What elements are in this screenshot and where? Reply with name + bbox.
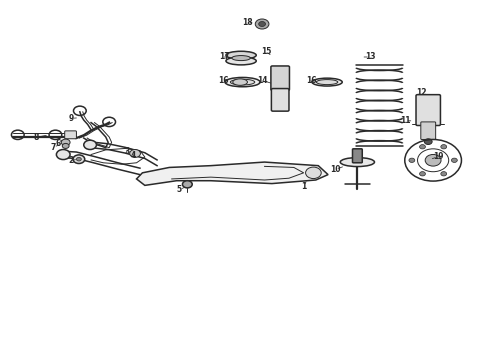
Text: 7: 7	[51, 143, 56, 152]
Circle shape	[76, 157, 81, 161]
Circle shape	[306, 167, 321, 179]
Text: 16: 16	[218, 76, 228, 85]
Text: 13: 13	[365, 53, 375, 62]
Ellipse shape	[232, 55, 250, 60]
Text: 17: 17	[219, 53, 230, 62]
Text: 2: 2	[68, 157, 73, 166]
Ellipse shape	[317, 80, 338, 85]
Circle shape	[130, 149, 141, 157]
Text: 11: 11	[400, 116, 411, 125]
FancyBboxPatch shape	[421, 122, 436, 139]
FancyBboxPatch shape	[352, 149, 362, 163]
Text: 4: 4	[131, 152, 136, 161]
Circle shape	[441, 172, 447, 176]
Text: 3: 3	[124, 147, 129, 156]
Text: 18: 18	[242, 18, 253, 27]
Text: 5: 5	[177, 185, 182, 194]
Ellipse shape	[312, 78, 342, 86]
Circle shape	[62, 143, 69, 148]
Circle shape	[419, 145, 425, 149]
FancyBboxPatch shape	[416, 95, 441, 126]
Circle shape	[182, 181, 192, 188]
Polygon shape	[137, 162, 328, 185]
Text: 16: 16	[306, 76, 316, 85]
FancyBboxPatch shape	[65, 131, 76, 139]
Circle shape	[419, 172, 425, 176]
Circle shape	[84, 140, 97, 149]
Ellipse shape	[233, 79, 247, 85]
Ellipse shape	[226, 57, 256, 65]
Circle shape	[451, 158, 457, 162]
Circle shape	[441, 145, 447, 149]
Text: 8: 8	[33, 133, 39, 142]
Circle shape	[56, 149, 70, 159]
FancyBboxPatch shape	[271, 89, 289, 111]
FancyBboxPatch shape	[271, 66, 290, 90]
Circle shape	[425, 154, 441, 166]
Circle shape	[61, 139, 70, 145]
Ellipse shape	[225, 77, 260, 87]
Circle shape	[255, 19, 269, 29]
Ellipse shape	[340, 158, 374, 167]
Circle shape	[259, 22, 266, 27]
Circle shape	[409, 158, 415, 162]
Text: 10: 10	[330, 165, 341, 174]
Circle shape	[424, 139, 432, 144]
Text: 15: 15	[261, 47, 271, 56]
Circle shape	[73, 155, 85, 163]
Text: 6: 6	[55, 139, 60, 148]
Text: 12: 12	[416, 87, 427, 96]
Text: 14: 14	[257, 76, 268, 85]
Text: 9: 9	[69, 114, 74, 123]
Ellipse shape	[230, 79, 255, 85]
Text: 1: 1	[301, 181, 306, 190]
Ellipse shape	[226, 51, 256, 59]
Text: 19: 19	[433, 152, 443, 161]
